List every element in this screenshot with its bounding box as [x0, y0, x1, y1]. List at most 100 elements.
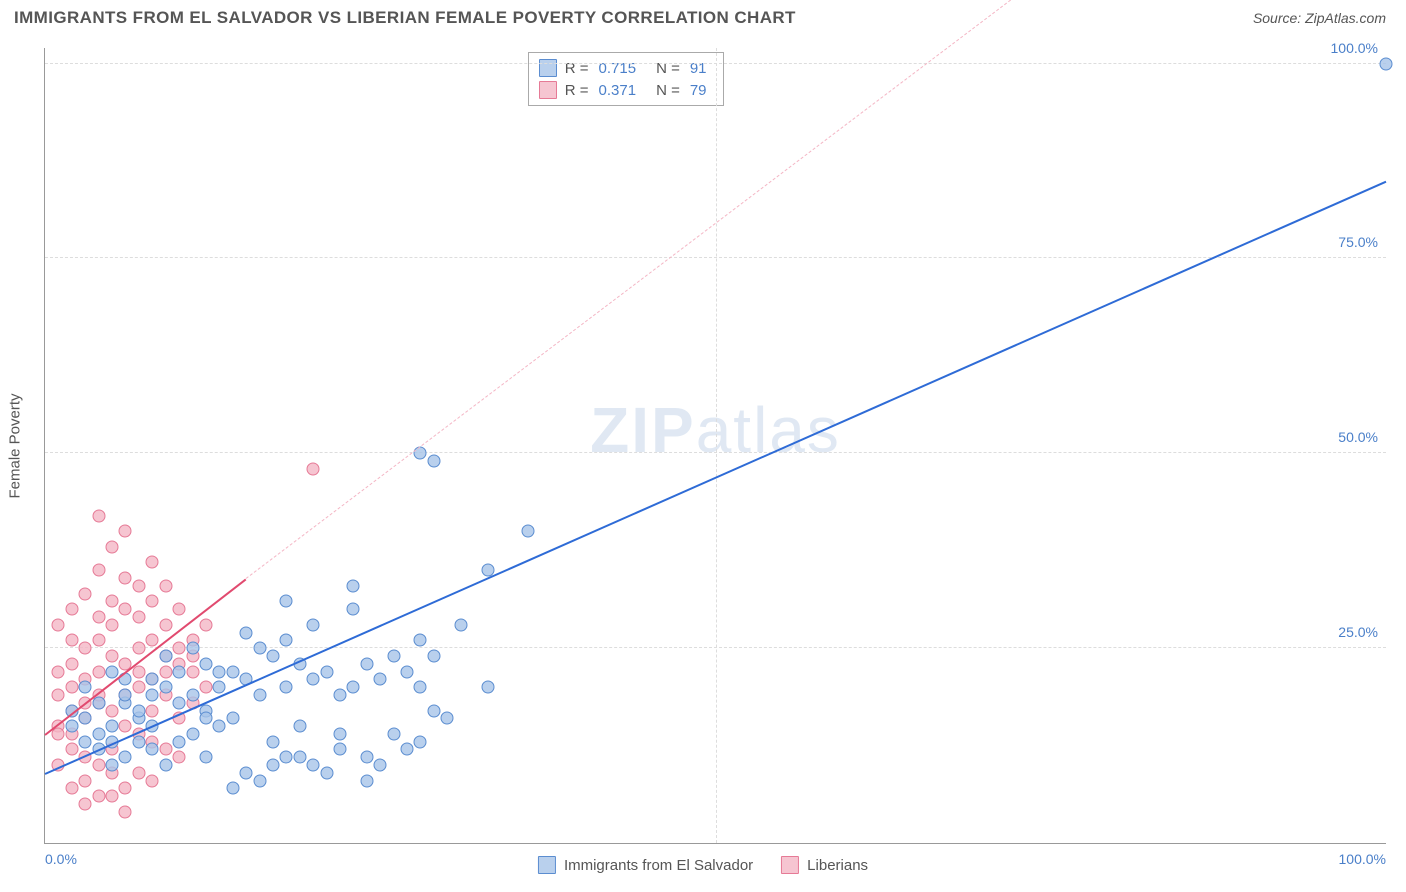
- scatter-point: [173, 735, 186, 748]
- scatter-point: [159, 743, 172, 756]
- scatter-point: [266, 649, 279, 662]
- scatter-point: [240, 766, 253, 779]
- scatter-point: [186, 642, 199, 655]
- scatter-point: [401, 743, 414, 756]
- scatter-point: [454, 618, 467, 631]
- scatter-point: [65, 603, 78, 616]
- scatter-point: [226, 782, 239, 795]
- scatter-point: [132, 681, 145, 694]
- scatter-point: [79, 681, 92, 694]
- scatter-point: [79, 587, 92, 600]
- legend-label: Immigrants from El Salvador: [564, 857, 753, 874]
- scatter-point: [173, 696, 186, 709]
- scatter-point: [320, 665, 333, 678]
- scatter-point: [159, 665, 172, 678]
- scatter-point: [106, 665, 119, 678]
- scatter-point: [132, 704, 145, 717]
- scatter-point: [119, 782, 132, 795]
- scatter-point: [360, 774, 373, 787]
- legend-swatch: [539, 81, 557, 99]
- scatter-point: [521, 525, 534, 538]
- r-value: 0.371: [599, 82, 637, 99]
- scatter-point: [119, 572, 132, 585]
- scatter-point: [119, 720, 132, 733]
- scatter-point: [293, 720, 306, 733]
- scatter-point: [213, 665, 226, 678]
- scatter-point: [79, 712, 92, 725]
- scatter-point: [159, 759, 172, 772]
- scatter-point: [132, 642, 145, 655]
- scatter-point: [106, 704, 119, 717]
- scatter-point: [52, 665, 65, 678]
- legend-label: Liberians: [807, 857, 868, 874]
- scatter-point: [374, 759, 387, 772]
- y-tick-label: 25.0%: [1338, 624, 1378, 640]
- scatter-point: [387, 727, 400, 740]
- scatter-point: [119, 688, 132, 701]
- legend-item: Immigrants from El Salvador: [538, 856, 753, 874]
- scatter-point: [186, 727, 199, 740]
- scatter-point: [65, 782, 78, 795]
- scatter-point: [226, 665, 239, 678]
- x-tick-label: 0.0%: [45, 851, 77, 867]
- scatter-point: [347, 579, 360, 592]
- scatter-point: [360, 751, 373, 764]
- n-value: 79: [690, 82, 707, 99]
- scatter-point: [253, 774, 266, 787]
- legend-item: Liberians: [781, 856, 868, 874]
- scatter-point: [79, 774, 92, 787]
- scatter-point: [132, 766, 145, 779]
- scatter-point: [173, 642, 186, 655]
- scatter-point: [240, 626, 253, 639]
- scatter-point: [173, 665, 186, 678]
- scatter-point: [266, 735, 279, 748]
- scatter-point: [92, 790, 105, 803]
- scatter-point: [199, 618, 212, 631]
- scatter-point: [79, 735, 92, 748]
- scatter-point: [266, 759, 279, 772]
- scatter-point: [132, 579, 145, 592]
- scatter-point: [173, 603, 186, 616]
- scatter-point: [347, 603, 360, 616]
- scatter-point: [146, 556, 159, 569]
- scatter-point: [307, 759, 320, 772]
- scatter-point: [92, 727, 105, 740]
- scatter-point: [334, 688, 347, 701]
- chart-header: IMMIGRANTS FROM EL SALVADOR VS LIBERIAN …: [0, 0, 1406, 36]
- scatter-point: [92, 610, 105, 623]
- scatter-point: [52, 688, 65, 701]
- legend-swatch: [538, 856, 556, 874]
- scatter-point: [441, 712, 454, 725]
- scatter-point: [213, 681, 226, 694]
- scatter-point: [199, 681, 212, 694]
- scatter-point: [360, 657, 373, 670]
- scatter-point: [427, 704, 440, 717]
- scatter-point: [132, 735, 145, 748]
- scatter-point: [293, 751, 306, 764]
- scatter-point: [481, 681, 494, 694]
- scatter-point: [186, 688, 199, 701]
- scatter-point: [414, 681, 427, 694]
- x-tick-label: 100.0%: [1339, 851, 1386, 867]
- legend-swatch: [781, 856, 799, 874]
- scatter-point: [280, 751, 293, 764]
- scatter-point: [320, 766, 333, 779]
- scatter-point: [79, 798, 92, 811]
- scatter-point: [146, 774, 159, 787]
- scatter-point: [347, 681, 360, 694]
- scatter-point: [65, 634, 78, 647]
- scatter-point: [280, 681, 293, 694]
- scatter-point: [106, 759, 119, 772]
- scatter-point: [387, 649, 400, 662]
- correlation-stats-legend: R =0.715N =91R =0.371N =79: [528, 52, 724, 106]
- scatter-point: [65, 681, 78, 694]
- scatter-point: [106, 790, 119, 803]
- scatter-point: [92, 509, 105, 522]
- scatter-point: [159, 618, 172, 631]
- scatter-point: [146, 595, 159, 608]
- scatter-point: [79, 642, 92, 655]
- scatter-point: [199, 657, 212, 670]
- scatter-point: [199, 712, 212, 725]
- scatter-point: [334, 743, 347, 756]
- scatter-point: [186, 665, 199, 678]
